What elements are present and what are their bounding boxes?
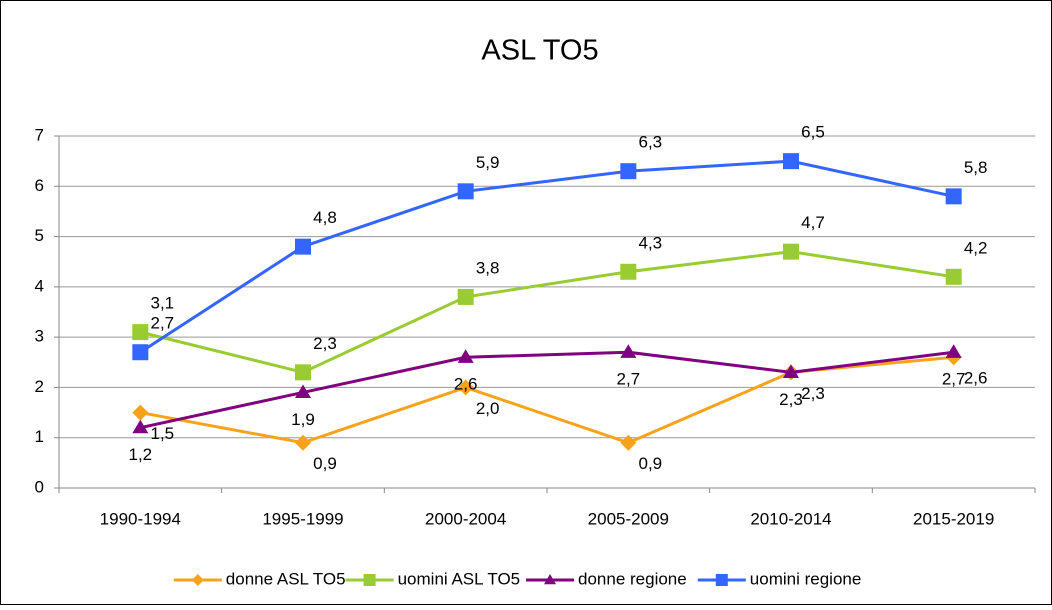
marker [295,384,311,399]
x-tick-label: 2005-2009 [588,509,669,528]
marker [945,268,962,285]
series-line [140,350,954,430]
data-label: 3,8 [476,258,500,277]
marker [620,163,637,180]
data-label: 2,6 [454,375,478,394]
data-label: 4,8 [313,208,337,227]
legend-label: donne regione [578,569,687,588]
series-line [139,250,954,374]
marker [457,379,474,396]
marker [295,238,311,255]
y-tick-label: 7 [35,125,44,144]
legend-label: uomini regione [750,569,862,588]
data-label: 4,3 [639,233,663,252]
marker [457,183,474,200]
marker [945,344,962,358]
marker [457,349,474,363]
data-label: 0,9 [639,454,663,473]
data-label: 6,5 [801,123,825,142]
chart-title: ASL TO5 [481,35,598,67]
marker [132,404,149,421]
data-label: 4,7 [801,213,825,232]
series-line [139,159,954,354]
y-tick-label: 6 [35,176,44,195]
data-label: 2,7 [942,370,966,389]
data-label: 2,3 [313,334,337,353]
marker [457,288,474,305]
marker [783,243,799,260]
data-label: 2,0 [476,399,500,418]
data-label: 4,2 [964,238,988,257]
x-tick-label: 2000-2004 [425,509,506,528]
marker [295,434,311,451]
marker [132,419,149,434]
data-label: 6,3 [639,133,663,152]
data-label: 0,9 [313,454,337,473]
marker [783,153,799,170]
marker [191,574,204,586]
marker [544,574,556,585]
marker [620,434,637,451]
x-tick-label: 1995-1999 [262,509,343,528]
y-tick-label: 5 [35,226,44,245]
marker [132,344,149,361]
data-label: 3,1 [151,294,175,313]
marker [295,364,311,381]
x-tick-label: 1990-1994 [100,509,181,528]
x-tick-label: 2010-2014 [750,509,831,528]
x-tick-label: 2015-2019 [913,509,994,528]
data-label: 1,2 [129,445,153,464]
marker [620,263,637,280]
y-tick-label: 0 [35,477,44,496]
data-label: 5,8 [964,158,988,177]
data-label: 2,6 [964,369,988,388]
marker [715,574,728,586]
data-label: 2,7 [151,314,175,333]
marker [620,344,637,358]
marker [363,574,376,586]
data-label: 5,9 [476,153,500,172]
legend-label: donne ASL TO5 [226,569,346,588]
marker [132,324,149,341]
y-tick-label: 2 [35,377,44,396]
y-tick-label: 3 [35,327,44,346]
data-label: 2,7 [617,370,641,389]
y-tick-label: 4 [35,276,44,295]
legend-label: uomini ASL TO5 [398,569,521,588]
data-label: 2,3 [801,384,825,403]
marker [945,188,962,205]
y-tick-label: 1 [35,427,44,446]
data-label: 2,3 [779,390,803,409]
data-label: 1,5 [151,424,175,443]
data-label: 1,9 [291,410,315,429]
marker [783,364,799,378]
